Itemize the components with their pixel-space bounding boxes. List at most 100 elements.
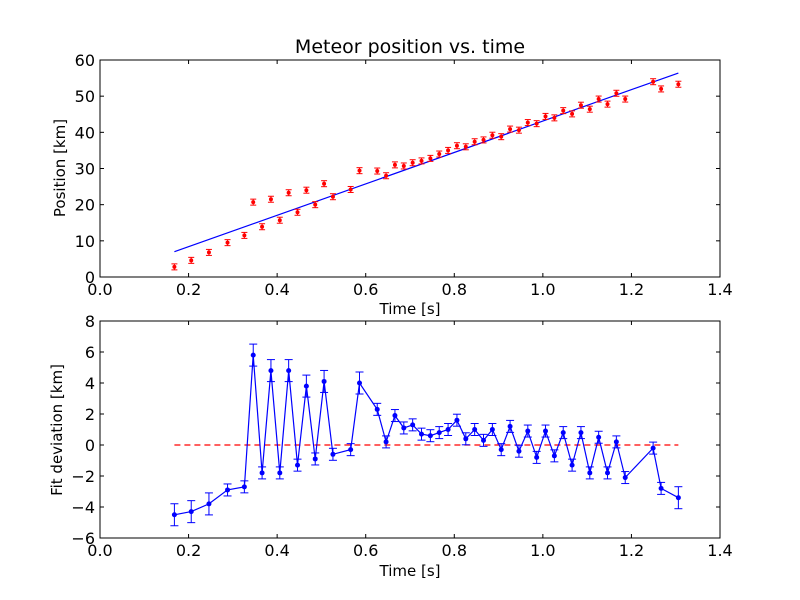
data-point xyxy=(286,190,291,195)
x-tick-label: 1.0 xyxy=(530,280,555,299)
x-tick-label: 0.4 xyxy=(264,541,289,560)
data-point xyxy=(560,430,566,436)
data-point xyxy=(525,428,531,434)
data-point xyxy=(543,114,548,119)
data-point xyxy=(543,428,549,434)
data-point xyxy=(225,240,230,245)
data-point xyxy=(384,173,389,178)
y-tick-label: 6 xyxy=(85,343,95,362)
x-tick-label: 1.4 xyxy=(707,541,732,560)
y-tick-label: 40 xyxy=(75,123,95,142)
data-point xyxy=(260,224,265,229)
data-point xyxy=(259,470,265,476)
data-point xyxy=(383,439,389,445)
y-tick-label: 50 xyxy=(75,87,95,106)
data-point xyxy=(489,427,495,432)
data-point xyxy=(605,470,611,476)
data-point xyxy=(587,470,593,476)
y-tick-label: 60 xyxy=(75,51,95,70)
data-point xyxy=(313,202,318,207)
y-tick-label: −2 xyxy=(71,467,95,486)
data-point xyxy=(534,454,540,460)
data-point xyxy=(490,133,495,138)
top-x-axis-label: Time [s] xyxy=(379,300,441,318)
data-point xyxy=(569,462,575,468)
data-point xyxy=(322,181,327,186)
data-point xyxy=(525,120,530,125)
data-point xyxy=(427,433,433,439)
data-point xyxy=(206,501,212,507)
data-point xyxy=(472,139,477,144)
data-point xyxy=(171,512,177,518)
y-tick-label: 0 xyxy=(85,268,95,287)
data-point xyxy=(241,484,247,490)
deviation-line xyxy=(174,355,679,516)
data-point xyxy=(551,453,557,459)
data-point xyxy=(419,158,424,163)
data-point xyxy=(295,462,301,468)
data-point xyxy=(675,495,681,501)
data-point xyxy=(472,427,478,432)
data-point xyxy=(188,509,194,515)
x-tick-label: 0.2 xyxy=(176,541,201,560)
data-point xyxy=(250,352,256,358)
data-point xyxy=(374,406,380,412)
data-point xyxy=(676,82,681,87)
y-tick-label: 4 xyxy=(85,374,95,393)
top-y-axis-label: Position [km] xyxy=(51,119,69,217)
data-point xyxy=(401,163,406,168)
data-point xyxy=(623,97,628,102)
data-point xyxy=(304,188,309,193)
data-point xyxy=(251,200,256,205)
data-point xyxy=(454,143,459,148)
data-point xyxy=(428,156,433,161)
data-point xyxy=(312,456,318,462)
data-point xyxy=(295,210,300,215)
x-tick-label: 0.8 xyxy=(442,541,467,560)
data-point xyxy=(534,121,539,126)
data-point xyxy=(437,152,442,157)
fit-line xyxy=(174,72,679,253)
data-point xyxy=(658,485,664,491)
data-point xyxy=(516,128,521,133)
data-point xyxy=(392,413,398,419)
data-point xyxy=(330,451,336,457)
data-point xyxy=(419,431,425,437)
data-point xyxy=(321,378,327,384)
data-point xyxy=(206,250,211,255)
data-point xyxy=(286,368,292,374)
data-point xyxy=(242,233,247,238)
data-point xyxy=(552,115,557,120)
data-point xyxy=(596,434,602,440)
data-point xyxy=(357,380,363,386)
y-tick-label: 8 xyxy=(85,312,95,331)
data-point xyxy=(303,383,309,389)
data-point xyxy=(650,445,656,451)
data-point xyxy=(454,417,460,423)
x-tick-label: 0.2 xyxy=(176,280,201,299)
data-point xyxy=(436,430,442,436)
data-point xyxy=(613,439,619,445)
x-tick-label: 0.0 xyxy=(87,280,112,299)
x-tick-label: 1.4 xyxy=(707,280,732,299)
data-point xyxy=(516,448,522,454)
y-tick-label: 2 xyxy=(85,405,95,424)
data-point xyxy=(651,79,656,84)
x-tick-label: 0.6 xyxy=(353,280,378,299)
data-point xyxy=(401,425,407,431)
x-tick-label: 1.2 xyxy=(619,541,644,560)
data-point xyxy=(348,447,354,453)
x-tick-label: 0.8 xyxy=(442,280,467,299)
axes-frame xyxy=(99,320,721,539)
data-point xyxy=(578,103,583,108)
data-point xyxy=(268,197,273,202)
data-point xyxy=(445,427,451,432)
x-tick-label: 0.0 xyxy=(87,541,112,560)
data-point xyxy=(446,148,451,153)
data-point xyxy=(277,218,282,223)
data-point xyxy=(498,447,504,453)
data-point xyxy=(348,187,353,192)
data-point xyxy=(507,423,513,429)
data-point xyxy=(330,194,335,199)
data-point xyxy=(578,430,584,436)
